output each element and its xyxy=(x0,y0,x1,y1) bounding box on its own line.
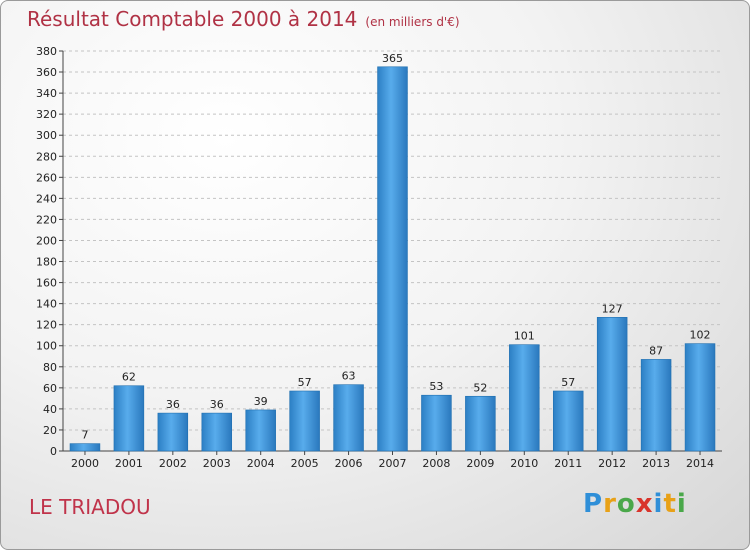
bar-2012 xyxy=(596,317,628,452)
value-label-2014: 102 xyxy=(690,329,711,342)
bar-2007 xyxy=(377,66,408,452)
logo-letter: i xyxy=(653,489,664,519)
value-label-2013: 87 xyxy=(649,344,663,357)
value-label-2011: 57 xyxy=(561,376,575,389)
place-name: LE TRIADOU xyxy=(29,495,151,519)
bar-2013 xyxy=(640,359,672,452)
x-tick-label-2002: 2002 xyxy=(159,457,187,470)
y-tick-label: 60 xyxy=(43,382,57,395)
bar-2004 xyxy=(245,409,276,452)
logo-letter: P xyxy=(583,489,604,519)
bar-2001 xyxy=(113,385,145,452)
x-tick-label-2005: 2005 xyxy=(291,457,319,470)
y-tick-label: 340 xyxy=(36,87,57,100)
value-label-2001: 62 xyxy=(122,371,136,384)
y-tick-label: 260 xyxy=(36,171,57,184)
bar-2008 xyxy=(421,394,452,452)
x-tick-label-2014: 2014 xyxy=(686,457,714,470)
bar-2010 xyxy=(509,344,540,452)
y-tick-label: 120 xyxy=(36,319,57,332)
y-tick-label: 360 xyxy=(36,66,57,79)
axes: 0 20 40 60 80 100 120 140 160 180 200 220 240 260 280 3… xyxy=(36,45,722,470)
proxiti-logo[interactable]: Proxiti xyxy=(583,489,687,519)
bar-2014 xyxy=(684,343,716,452)
y-tick-label: 380 xyxy=(36,45,57,58)
y-tick-label: 20 xyxy=(43,424,57,437)
x-tick-label-2009: 2009 xyxy=(466,457,494,470)
x-tick-label-2011: 2011 xyxy=(554,457,582,470)
x-tick-label-2001: 2001 xyxy=(115,457,143,470)
title-unit: (en milliers d'€) xyxy=(365,15,460,29)
y-tick-label: 40 xyxy=(43,403,57,416)
bar-2011 xyxy=(552,390,584,452)
logo-letter: x xyxy=(635,489,654,519)
y-tick-label: 180 xyxy=(36,256,57,269)
logo-letter: r xyxy=(603,489,617,519)
x-tick-label-2004: 2004 xyxy=(247,457,275,470)
y-tick-label: 320 xyxy=(36,108,57,121)
value-label-2009: 52 xyxy=(473,381,487,394)
x-tick-label-2003: 2003 xyxy=(203,457,231,470)
value-label-2004: 39 xyxy=(254,395,268,408)
value-label-2006: 63 xyxy=(342,370,356,383)
bar-2003 xyxy=(201,412,233,452)
y-tick-label: 200 xyxy=(36,234,57,247)
bar-2000 xyxy=(69,443,101,452)
value-label-2010: 101 xyxy=(514,330,535,343)
bar-2005 xyxy=(289,390,320,452)
logo-letter: i xyxy=(676,489,687,519)
x-tick-label-2013: 2013 xyxy=(642,457,670,470)
bars: 7 62 36 36 39 57 63 365 53 52 101 57 127 87 102 xyxy=(69,52,716,452)
value-label-2000: 7 xyxy=(81,429,88,442)
logo-letter: o xyxy=(616,489,636,519)
y-tick-label: 0 xyxy=(50,445,57,458)
x-tick-label-2007: 2007 xyxy=(379,457,407,470)
value-label-2007: 365 xyxy=(382,52,403,65)
bar-2009 xyxy=(465,395,496,452)
y-tick-label: 300 xyxy=(36,129,57,142)
x-tick-label-2006: 2006 xyxy=(335,457,363,470)
y-tick-label: 240 xyxy=(36,192,57,205)
value-label-2008: 53 xyxy=(429,380,443,393)
y-tick-label: 80 xyxy=(43,361,57,374)
chart-title: Résultat Comptable 2000 à 2014 (en millie… xyxy=(27,7,460,31)
y-tick-label: 160 xyxy=(36,277,57,290)
x-tick-label-2012: 2012 xyxy=(598,457,626,470)
logo-letter: t xyxy=(663,489,677,519)
value-label-2003: 36 xyxy=(210,398,224,411)
y-tick-label: 140 xyxy=(36,298,57,311)
bar-2006 xyxy=(333,384,364,452)
bar-2002 xyxy=(157,412,189,452)
value-label-2012: 127 xyxy=(602,302,623,315)
y-tick-label: 220 xyxy=(36,213,57,226)
title-main: Résultat Comptable 2000 à 2014 xyxy=(27,7,358,31)
value-label-2002: 36 xyxy=(166,398,180,411)
y-tick-label: 100 xyxy=(36,340,57,353)
x-tick-label-2000: 2000 xyxy=(71,457,99,470)
x-tick-label-2008: 2008 xyxy=(422,457,450,470)
value-label-2005: 57 xyxy=(298,376,312,389)
x-tick-label-2010: 2010 xyxy=(510,457,538,470)
y-tick-label: 280 xyxy=(36,150,57,163)
